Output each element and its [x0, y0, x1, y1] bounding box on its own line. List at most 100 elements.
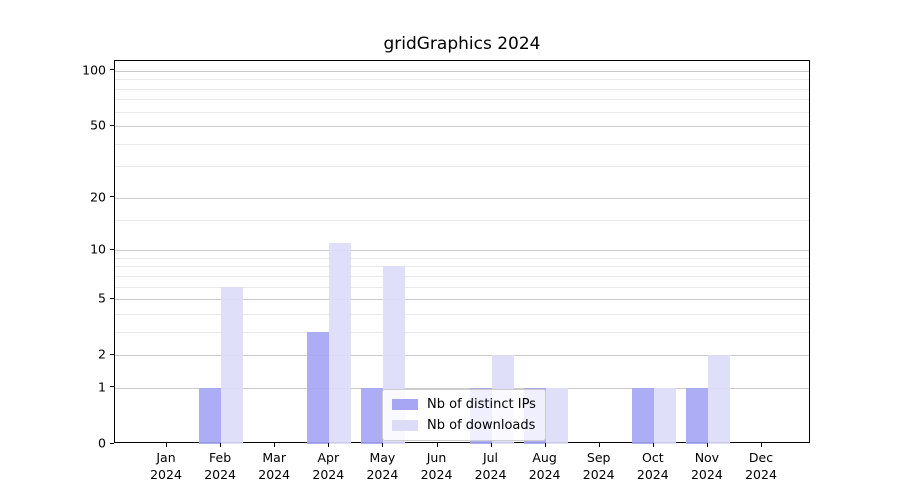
x-tick-label: Jul 2024 — [461, 449, 521, 483]
minor-gridline — [115, 88, 809, 90]
x-tick-label: Feb 2024 — [190, 449, 250, 483]
x-tick-month: Nov — [694, 450, 720, 465]
legend-item: Nb of downloads — [392, 418, 536, 433]
x-tick-label: Jan 2024 — [136, 449, 196, 483]
minor-gridline — [115, 79, 809, 81]
x-tick-month: Sep — [586, 450, 611, 465]
minor-gridline — [115, 257, 809, 259]
x-tick-label: Dec 2024 — [731, 449, 791, 483]
x-tick-mark — [274, 443, 276, 447]
bar-downloads-apr — [329, 243, 352, 444]
bar-ips-feb — [199, 387, 222, 444]
bar-downloads-aug — [545, 387, 568, 444]
x-tick-month: Apr — [317, 450, 340, 465]
minor-gridline — [115, 266, 809, 268]
y-tick-label: 5 — [98, 290, 106, 306]
y-tick-mark — [110, 353, 114, 355]
major-gridline — [115, 70, 809, 72]
legend-item: Nb of distinct IPs — [392, 397, 536, 412]
x-tick-year: 2024 — [528, 467, 561, 482]
x-tick-mark — [706, 443, 708, 447]
bar-downloads-feb — [221, 286, 244, 444]
x-tick-month: Oct — [641, 450, 664, 465]
y-tick-mark — [110, 124, 114, 126]
x-tick-year: 2024 — [150, 467, 182, 482]
major-gridline — [115, 197, 809, 199]
legend-swatch — [392, 420, 418, 431]
y-tick-label: 20 — [90, 189, 106, 205]
y-tick-label: 10 — [90, 241, 106, 257]
minor-gridline — [115, 219, 809, 221]
y-tick-label: 1 — [98, 379, 106, 395]
bar-downloads-oct — [653, 387, 676, 444]
legend-label: Nb of downloads — [427, 418, 536, 433]
y-tick-label: 100 — [82, 62, 106, 78]
x-tick-month: Jul — [482, 450, 499, 465]
minor-gridline — [115, 166, 809, 168]
x-tick-year: 2024 — [420, 467, 453, 482]
y-tick-mark — [110, 196, 114, 198]
bar-ips-nov — [685, 387, 708, 444]
x-tick-mark — [544, 443, 546, 447]
y-tick-label: 50 — [90, 117, 106, 133]
x-tick-mark — [382, 443, 384, 447]
x-tick-mark — [761, 443, 762, 447]
x-tick-label: Sep 2024 — [569, 449, 629, 483]
plot-area: Nb of distinct IPs Nb of downloads — [114, 60, 810, 444]
x-tick-year: 2024 — [636, 467, 669, 482]
x-tick-year: 2024 — [204, 467, 236, 482]
x-tick-year: 2024 — [258, 467, 291, 482]
x-tick-label: Oct 2024 — [623, 449, 683, 483]
bar-ips-may — [361, 387, 384, 444]
major-gridline — [115, 250, 809, 252]
x-tick-month: Jun — [426, 450, 447, 465]
y-tick-mark — [110, 386, 114, 388]
x-tick-mark — [436, 443, 438, 447]
y-tick-mark — [110, 442, 114, 444]
x-tick-label: May 2024 — [352, 449, 412, 483]
minor-gridline — [115, 275, 809, 277]
minor-gridline — [115, 286, 809, 288]
x-tick-mark — [652, 443, 654, 447]
y-tick-label: 2 — [98, 346, 106, 362]
x-tick-year: 2024 — [474, 467, 507, 482]
y-tick-mark — [110, 297, 114, 299]
legend-swatch — [392, 399, 418, 410]
x-tick-month: Aug — [532, 450, 557, 465]
bar-ips-oct — [631, 387, 654, 444]
major-gridline — [115, 387, 809, 389]
x-tick-year: 2024 — [582, 467, 615, 482]
x-tick-year: 2024 — [690, 467, 723, 482]
major-gridline — [115, 126, 809, 127]
major-gridline — [115, 355, 809, 357]
minor-gridline — [115, 99, 809, 101]
minor-gridline — [115, 331, 809, 333]
x-tick-month: Jan — [156, 450, 176, 465]
legend: Nb of distinct IPs Nb of downloads — [382, 389, 546, 441]
x-tick-label: Mar 2024 — [244, 449, 304, 483]
x-tick-label: Jun 2024 — [407, 449, 467, 483]
major-gridline — [115, 299, 809, 301]
x-tick-year: 2024 — [312, 467, 345, 482]
legend-label: Nb of distinct IPs — [427, 397, 536, 412]
x-tick-mark — [490, 443, 492, 447]
x-tick-month: May — [369, 450, 396, 465]
x-tick-mark — [598, 443, 600, 447]
chart-title: gridGraphics 2024 — [383, 34, 541, 54]
x-tick-mark — [328, 443, 330, 447]
x-tick-year: 2024 — [366, 467, 399, 482]
bar-downloads-nov — [707, 355, 730, 444]
y-tick-mark — [110, 248, 114, 250]
x-tick-mark — [220, 443, 222, 447]
minor-gridline — [115, 313, 809, 315]
x-tick-label: Nov 2024 — [677, 449, 737, 483]
minor-gridline — [115, 143, 809, 145]
y-tick-label: 0 — [98, 435, 106, 451]
y-tick-mark — [110, 69, 114, 71]
minor-gridline — [115, 111, 809, 113]
x-tick-label: Aug 2024 — [515, 449, 575, 483]
x-tick-month: Feb — [209, 450, 232, 465]
x-tick-month: Dec — [748, 450, 774, 465]
x-tick-month: Mar — [262, 450, 286, 465]
